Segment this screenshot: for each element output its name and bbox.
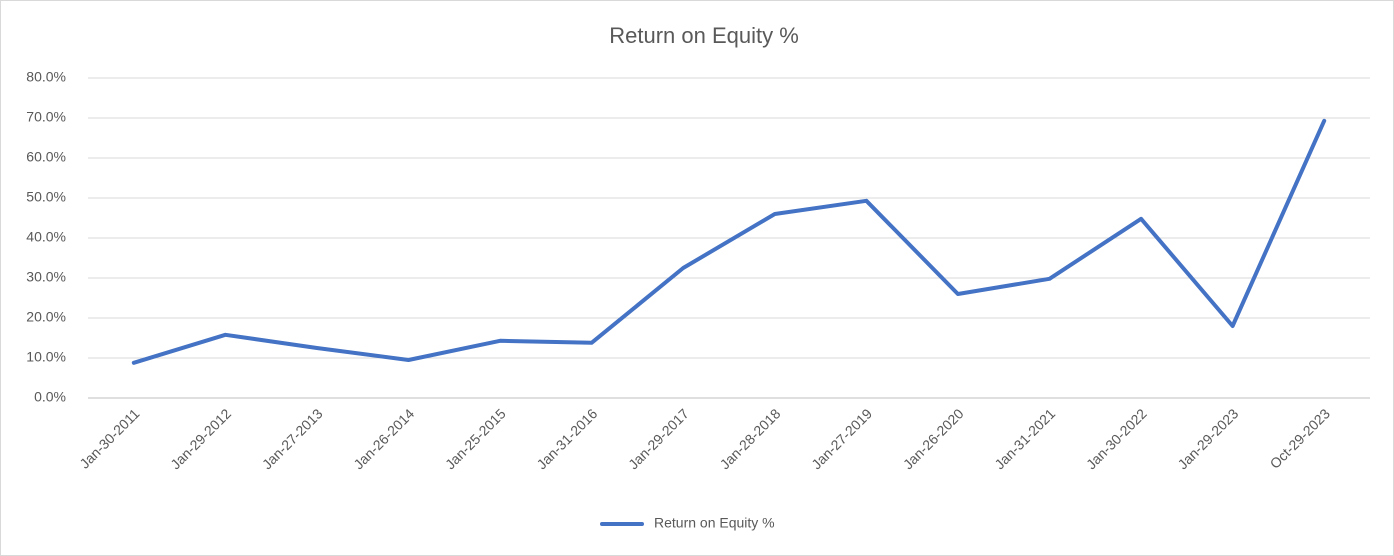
y-tick-label: 70.0% — [26, 109, 66, 125]
y-tick-label: 60.0% — [26, 149, 66, 165]
y-tick-label: 80.0% — [26, 69, 66, 85]
y-tick-label: 50.0% — [26, 189, 66, 205]
y-tick-label: 20.0% — [26, 309, 66, 325]
chart-title: Return on Equity % — [609, 23, 799, 48]
y-tick-label: 10.0% — [26, 349, 66, 365]
legend-label: Return on Equity % — [654, 515, 775, 531]
data-line — [131, 118, 1327, 365]
y-tick-label: 30.0% — [26, 269, 66, 285]
y-tick-label: 40.0% — [26, 229, 66, 245]
y-tick-label: 0.0% — [34, 389, 66, 405]
